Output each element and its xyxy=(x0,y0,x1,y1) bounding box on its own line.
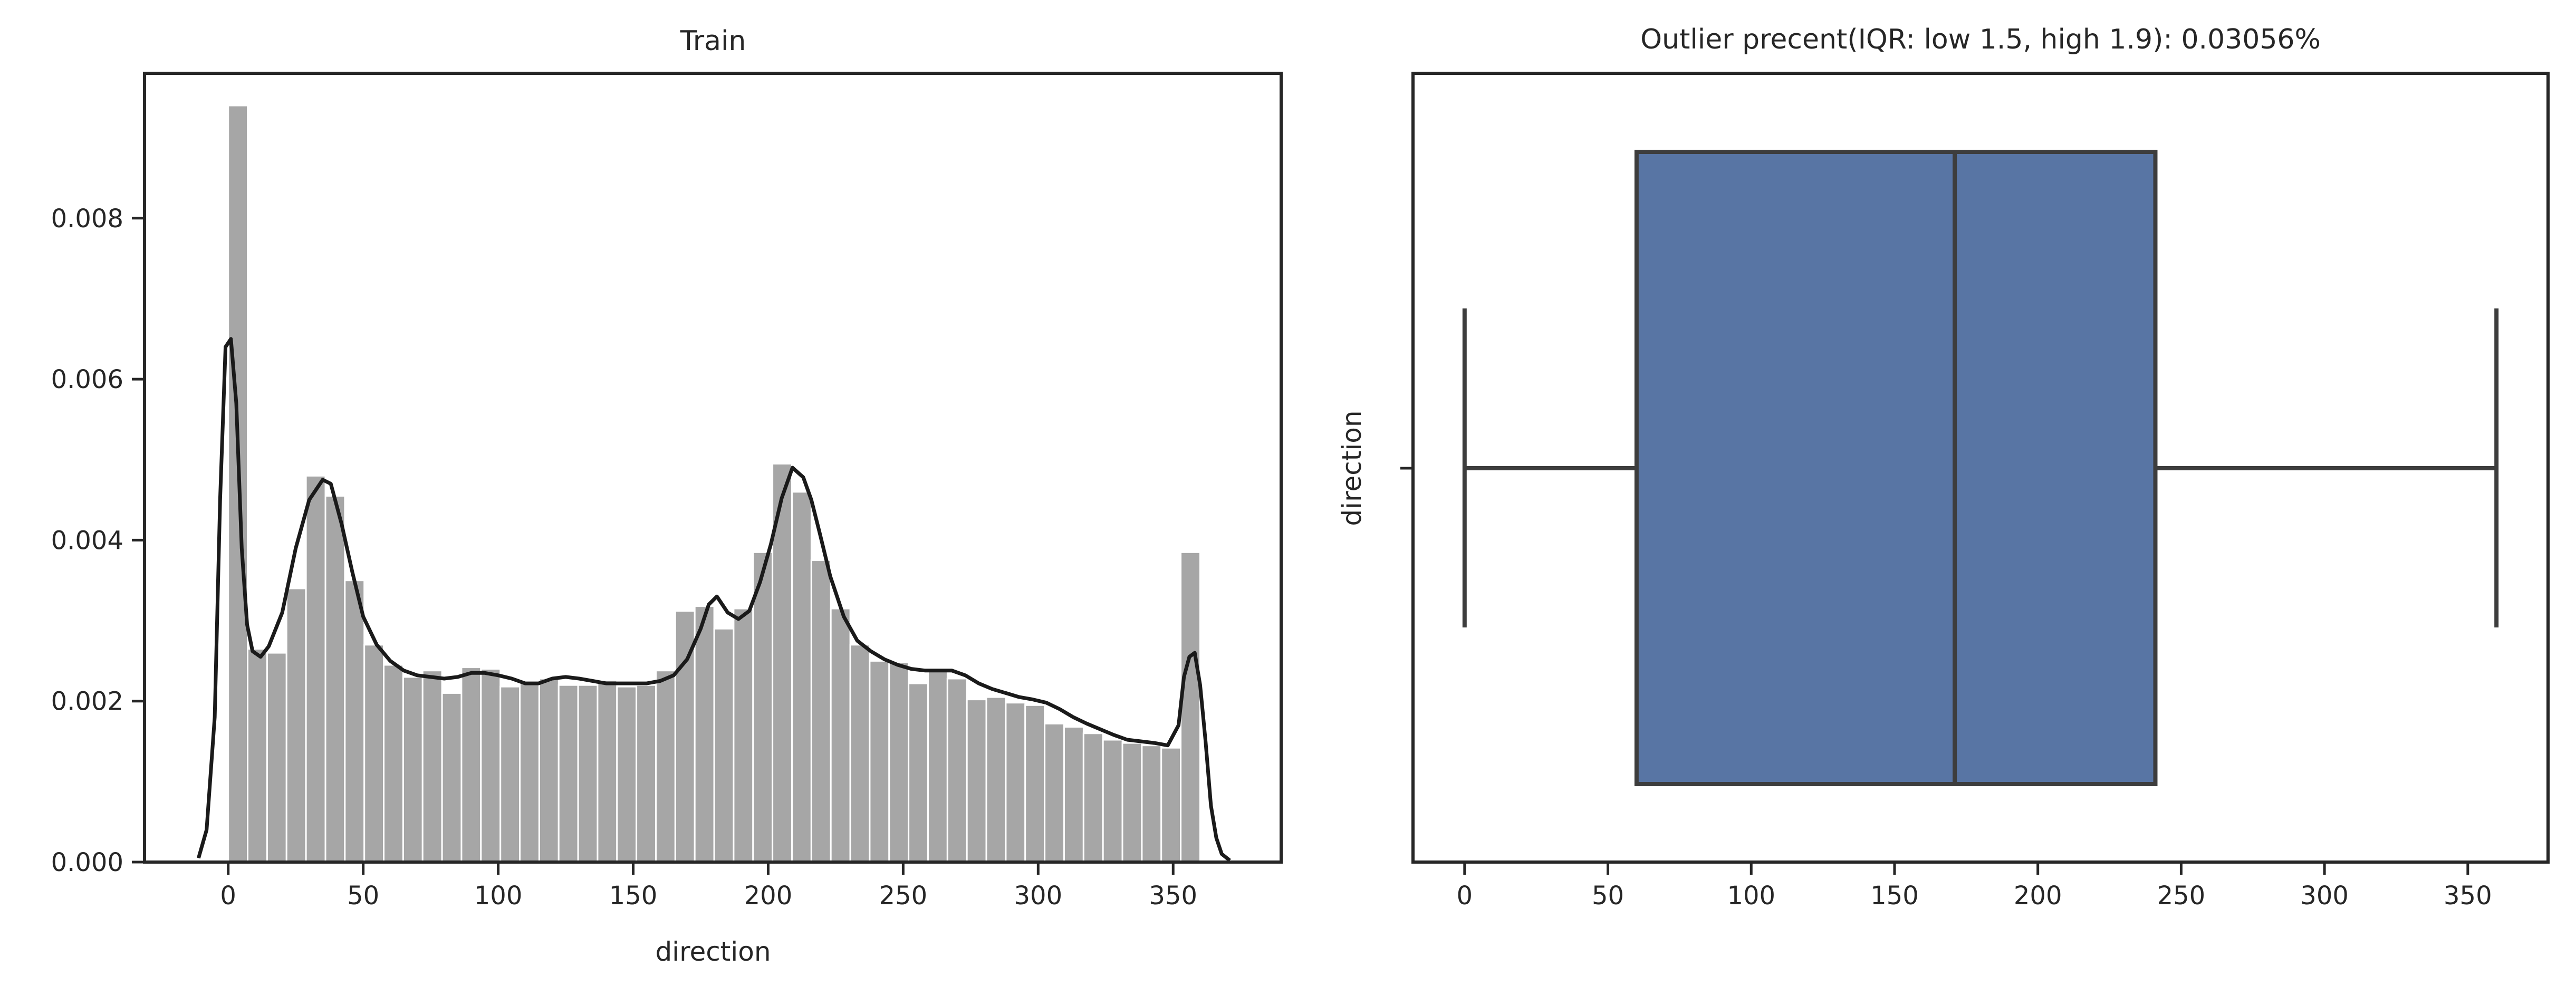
histogram-bar xyxy=(869,660,890,863)
histogram-bar xyxy=(285,587,307,863)
histogram-bar xyxy=(324,495,346,863)
histogram-bar xyxy=(597,679,618,863)
histogram-bar xyxy=(421,670,443,863)
boxplot-elements xyxy=(1462,150,2499,786)
histogram-bar xyxy=(655,670,676,863)
y-tick-label: 0.006 xyxy=(51,365,123,394)
boxplot-y-axis-label: direction xyxy=(1337,410,1367,526)
histogram-bar xyxy=(946,678,968,863)
histogram-bar xyxy=(558,684,579,863)
x-tick-label: 0 xyxy=(220,881,236,911)
x-tick-label: 300 xyxy=(2300,881,2349,911)
histogram-bar xyxy=(441,692,463,863)
histogram-bar xyxy=(966,699,987,863)
histogram-bar xyxy=(849,644,871,863)
x-tick-label: 0 xyxy=(1457,881,1473,911)
histogram-bar xyxy=(363,644,385,863)
x-tick-label: 250 xyxy=(879,881,928,911)
y-tick-label: 0.002 xyxy=(51,687,123,717)
histogram-bar xyxy=(460,666,482,863)
histogram-title: Train xyxy=(680,25,746,57)
x-tick-label: 200 xyxy=(2014,881,2062,911)
x-tick-label: 150 xyxy=(1870,881,1919,911)
histogram-bar xyxy=(1180,551,1202,863)
histogram-plot-frame xyxy=(143,72,1283,864)
histogram-bar xyxy=(1082,732,1104,863)
histogram-bar xyxy=(344,579,366,863)
boxplot-title: Outlier precent(IQR: low 1.5, high 1.9):… xyxy=(1640,24,2321,55)
histogram-bar xyxy=(713,627,735,863)
histogram-bar xyxy=(538,678,560,863)
x-tick-label: 50 xyxy=(1592,881,1624,911)
histogram-bar xyxy=(1121,742,1143,863)
histogram-panel: Train 0 50 100 150 200 250 300 350 0.0000.0020.… xyxy=(51,25,1283,967)
histogram-x-axis-label: direction xyxy=(655,936,771,967)
histogram-bar xyxy=(1102,739,1123,863)
y-tick-label: 0.000 xyxy=(51,848,123,877)
histogram-bar xyxy=(888,661,910,863)
kde-curve xyxy=(197,337,1231,862)
interquartile-box xyxy=(1634,150,2158,786)
x-tick-label: 350 xyxy=(1149,881,1197,911)
histogram-bar xyxy=(519,682,540,863)
x-tick-label: 100 xyxy=(1727,881,1775,911)
x-tick-label: 150 xyxy=(609,881,658,911)
y-tick-label: 0.008 xyxy=(51,204,123,234)
x-tick-label: 250 xyxy=(2157,881,2206,911)
histogram-bar xyxy=(908,682,929,863)
histogram-bar xyxy=(247,648,268,863)
x-tick-label: 50 xyxy=(347,881,379,911)
histogram-bar xyxy=(402,676,424,863)
histogram-bar xyxy=(1141,744,1162,863)
histogram-bar xyxy=(694,605,715,863)
x-tick-label: 200 xyxy=(744,881,793,911)
histogram-bar xyxy=(577,684,599,863)
histogram-bar xyxy=(1044,722,1065,863)
y-tick-label: 0.004 xyxy=(51,526,123,555)
x-tick-label: 300 xyxy=(1014,881,1062,911)
histogram-bar xyxy=(1063,726,1084,863)
histogram-bar xyxy=(752,551,774,863)
histogram-bar xyxy=(480,668,502,863)
histogram-x-ticks: 0 50 100 150 200 250 300 350 xyxy=(220,862,1197,911)
histogram-bar xyxy=(636,684,657,863)
histogram-bar xyxy=(830,607,851,863)
histogram-y-ticks: 0.000 0.002 0.004 0.006 0.008 xyxy=(51,204,145,877)
histogram-bar xyxy=(810,559,832,863)
boxplot-x-ticks: 0 50 100 150 200 250 300 350 xyxy=(1457,862,2492,911)
histogram-bar xyxy=(1024,704,1046,863)
histogram-bar xyxy=(733,607,754,863)
histogram-bar xyxy=(383,664,404,863)
histogram-bar xyxy=(1160,747,1182,863)
histogram-bar xyxy=(985,696,1007,863)
histogram-bar xyxy=(791,491,812,863)
histogram-bar xyxy=(1005,702,1026,863)
histogram-bar xyxy=(266,652,287,863)
x-tick-label: 350 xyxy=(2444,881,2492,911)
histogram-bar xyxy=(499,685,521,863)
histogram-bar xyxy=(616,685,638,863)
boxplot-panel: Outlier precent(IQR: low 1.5, high 1.9):… xyxy=(1337,24,2550,911)
histogram-bar xyxy=(305,475,326,863)
boxplot-plot-frame xyxy=(1411,72,2550,864)
histogram-bars xyxy=(227,104,1202,863)
histogram-bar xyxy=(927,670,948,863)
x-tick-label: 100 xyxy=(474,881,523,911)
